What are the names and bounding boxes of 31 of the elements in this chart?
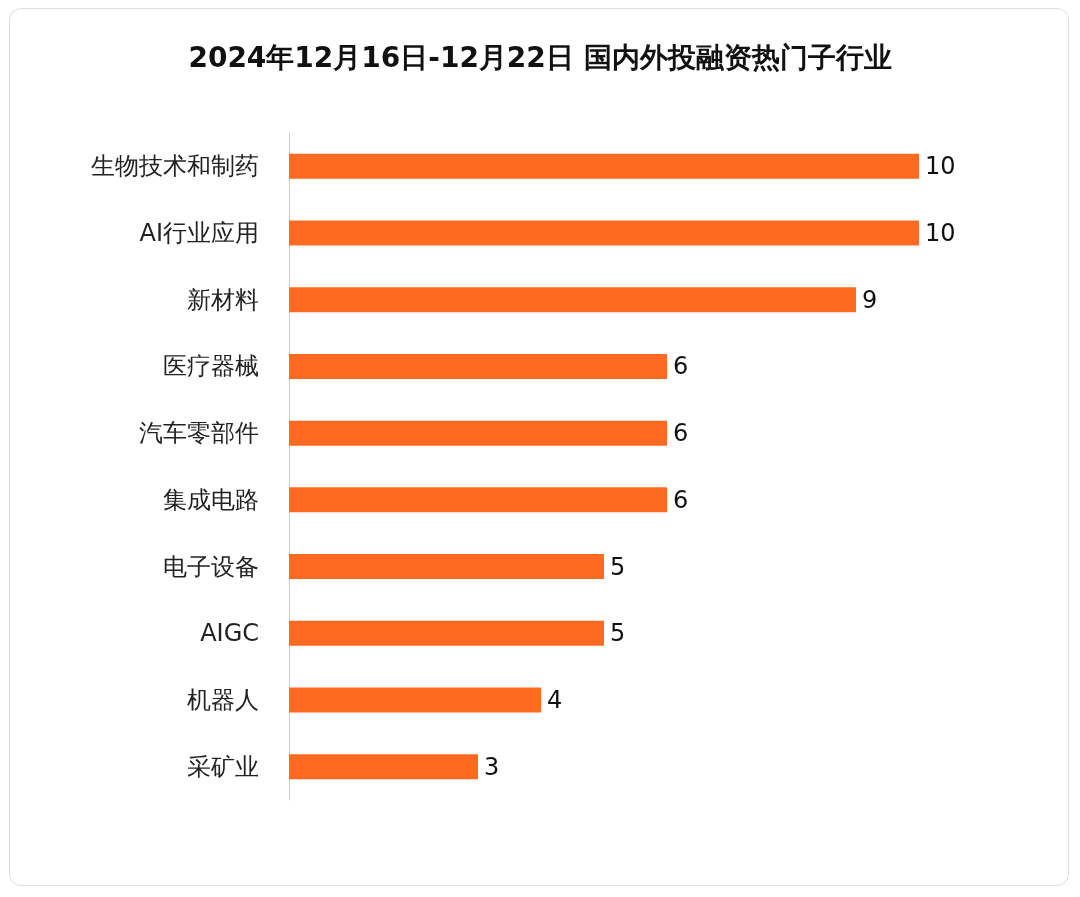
bar xyxy=(289,687,541,713)
data-label: 6 xyxy=(673,485,689,514)
data-label: 10 xyxy=(925,219,956,248)
y-tick-label: 电子设备 xyxy=(163,552,259,581)
data-label: 4 xyxy=(547,685,563,714)
data-label: 10 xyxy=(925,152,956,181)
chart-title: 2024年12月16日-12月22日 国内外投融资热门子行业 xyxy=(188,40,892,74)
bar xyxy=(289,554,604,580)
y-tick-label: 采矿业 xyxy=(187,752,259,781)
bar xyxy=(289,620,604,646)
y-tick-label: 集成电路 xyxy=(163,485,259,514)
y-tick-label: 新材料 xyxy=(187,285,259,314)
data-label: 9 xyxy=(862,285,878,314)
y-tick-label: 机器人 xyxy=(187,685,259,714)
data-label: 6 xyxy=(673,352,689,381)
y-tick-label: 生物技术和制药 xyxy=(91,152,259,181)
data-label: 6 xyxy=(673,419,689,448)
bar xyxy=(289,487,667,513)
bar xyxy=(289,420,667,446)
bar xyxy=(289,287,856,313)
y-tick-label: 汽车零部件 xyxy=(139,419,259,448)
y-tick-label: 医疗器械 xyxy=(163,352,259,381)
data-label: 5 xyxy=(610,619,626,648)
bar xyxy=(289,754,478,780)
bar xyxy=(289,220,919,246)
bar xyxy=(289,153,919,179)
data-label: 3 xyxy=(484,752,500,781)
y-tick-label: AI行业应用 xyxy=(139,219,259,248)
data-label: 5 xyxy=(610,552,626,581)
bar xyxy=(289,353,667,379)
y-tick-label: AIGC xyxy=(200,619,259,648)
